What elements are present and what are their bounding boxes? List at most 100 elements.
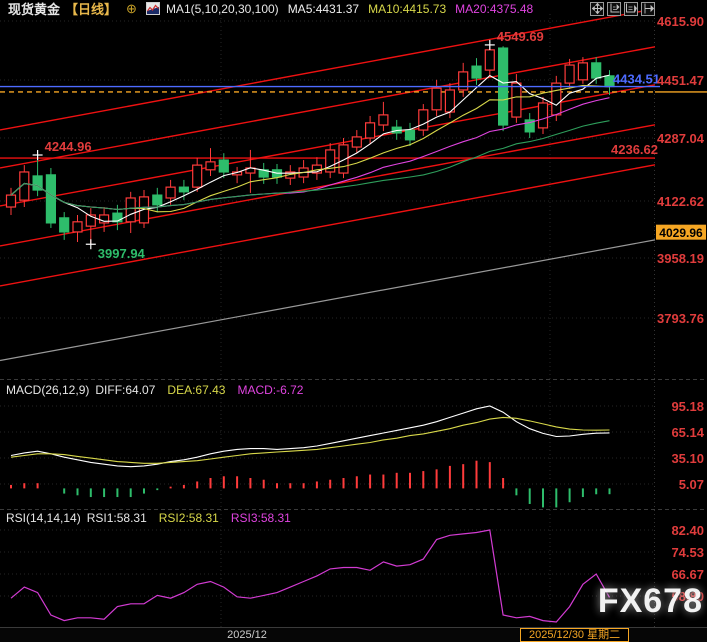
price-axis-label: 3958.19 [657,251,704,266]
ma10-value: MA10:4415.73 [368,1,447,16]
candle[interactable] [404,129,416,141]
dea-line [10,416,610,464]
rsi-axis-label: 74.53 [671,545,704,560]
candle[interactable] [591,62,602,79]
rsi-axis-label: 66.67 [671,567,704,582]
candle[interactable] [537,102,549,129]
rsi-axis-label: 58.80 [671,589,704,604]
trendlines[interactable] [0,8,656,287]
ma20-value: MA20:4375.48 [455,1,534,16]
candle[interactable] [325,149,336,173]
candle[interactable] [484,49,495,71]
price-marker: 4549.69 [484,29,544,50]
candle[interactable] [5,194,17,208]
right-axis-icon [625,3,637,13]
rsi-header[interactable]: RSI(14,14,14) RSI1:58.31 RSI2:58.31 RSI3… [6,511,291,525]
candle[interactable] [511,82,522,118]
timeframe-label[interactable]: 【日线】 [65,2,118,17]
pan-tool-button[interactable] [590,1,604,16]
candle[interactable] [577,62,589,81]
candle[interactable] [98,214,110,224]
candle[interactable] [112,212,123,223]
candle[interactable] [178,186,189,193]
candle[interactable] [152,194,163,206]
grid [0,14,707,627]
scale-right-axis-button[interactable] [624,1,638,16]
ma100-axis-tag: 4029.96 [656,224,706,240]
candle[interactable] [458,71,469,91]
chart-type-icon[interactable] [145,2,160,15]
instrument-title: 现货黄金 [8,2,61,17]
left-axis-icon [610,3,620,13]
chart-toolbar [590,1,655,16]
time-axis[interactable]: 2025/12 2025/12/30 星期二 [0,627,707,642]
trendline [0,164,656,287]
candle[interactable] [351,136,362,148]
candle[interactable] [471,65,482,79]
marker-label: 3997.94 [98,246,146,261]
shift-right-icon [644,3,654,14]
price-marker: 3997.94 [85,239,146,261]
circle-plus-icon[interactable]: ⊕ [126,1,137,16]
ma30-line [10,120,610,211]
candle[interactable] [205,161,216,171]
candle[interactable] [365,122,376,139]
macd-axis-label: 65.14 [671,425,704,440]
macd-diff-value: DIFF:64.07 [95,383,156,397]
candle[interactable] [45,174,57,224]
candle[interactable] [431,87,442,111]
candle[interactable] [59,217,70,233]
rsi2-value: RSI2:58.31 [158,511,219,525]
candle[interactable] [378,114,389,126]
time-tick-current-date: 2025/12/30 星期二 [520,628,630,642]
marker-label: 4549.69 [497,29,544,44]
candle[interactable] [165,186,176,199]
candles-group[interactable] [5,44,615,245]
macd-histogram [10,460,611,508]
price-axis-label: 4451.47 [657,73,704,88]
candle[interactable] [125,197,136,223]
candle[interactable] [72,221,83,233]
scale-left-axis-button[interactable] [607,1,621,16]
ma100-line [0,239,656,362]
hline-price-label: 4236.62 [611,142,658,157]
candle[interactable] [19,171,30,201]
shift-to-latest-button[interactable] [641,1,655,16]
macd-name: MACD(26,12,9) [6,383,90,397]
candle[interactable] [524,119,535,133]
time-tick-month: 2025/12 [227,629,267,641]
candle[interactable] [338,144,349,174]
price-axis-label: 4122.62 [657,194,704,209]
trendline [0,8,656,131]
ma-settings-label[interactable]: MA1(5,10,20,30,100) [165,1,279,16]
rsi1-value: RSI1:58.31 [86,511,147,525]
rsi-line [10,529,611,623]
candle[interactable] [218,159,229,173]
chart-header: 现货黄金 【日线】 ⊕ MA1(5,10,20,30,100) MA5:4431… [0,0,707,17]
diff-line [10,405,610,468]
rsi3-value: RSI3:58.31 [230,511,291,525]
ma5-line [10,74,610,222]
macd-dea-value: DEA:67.43 [167,383,226,397]
macd-axis-label: 95.18 [671,399,704,414]
candle[interactable] [85,214,96,227]
svg-text:4029.96: 4029.96 [659,226,703,240]
macd-axis-label: 5.07 [679,477,704,492]
macd-header[interactable]: MACD(26,12,9) DIFF:64.07 DEA:67.43 MACD:… [6,383,303,397]
rsi-axis-label: 82.40 [671,523,704,538]
candle[interactable] [551,82,562,116]
macd-axis-label: 35.10 [671,451,704,466]
candle[interactable] [564,64,575,84]
fx678-watermark: FX678 [597,582,703,620]
marker-label: 4244.96 [45,139,92,154]
current-price-tag: 4434.51 [613,72,660,87]
ma5-value: MA5:4431.37 [287,1,360,16]
price-axis-label: 3793.76 [657,311,704,326]
candle[interactable] [32,175,43,191]
pan-icon [591,3,603,14]
candle[interactable] [192,164,203,188]
candle[interactable] [418,109,429,131]
price-axis-label: 4615.90 [657,14,704,29]
